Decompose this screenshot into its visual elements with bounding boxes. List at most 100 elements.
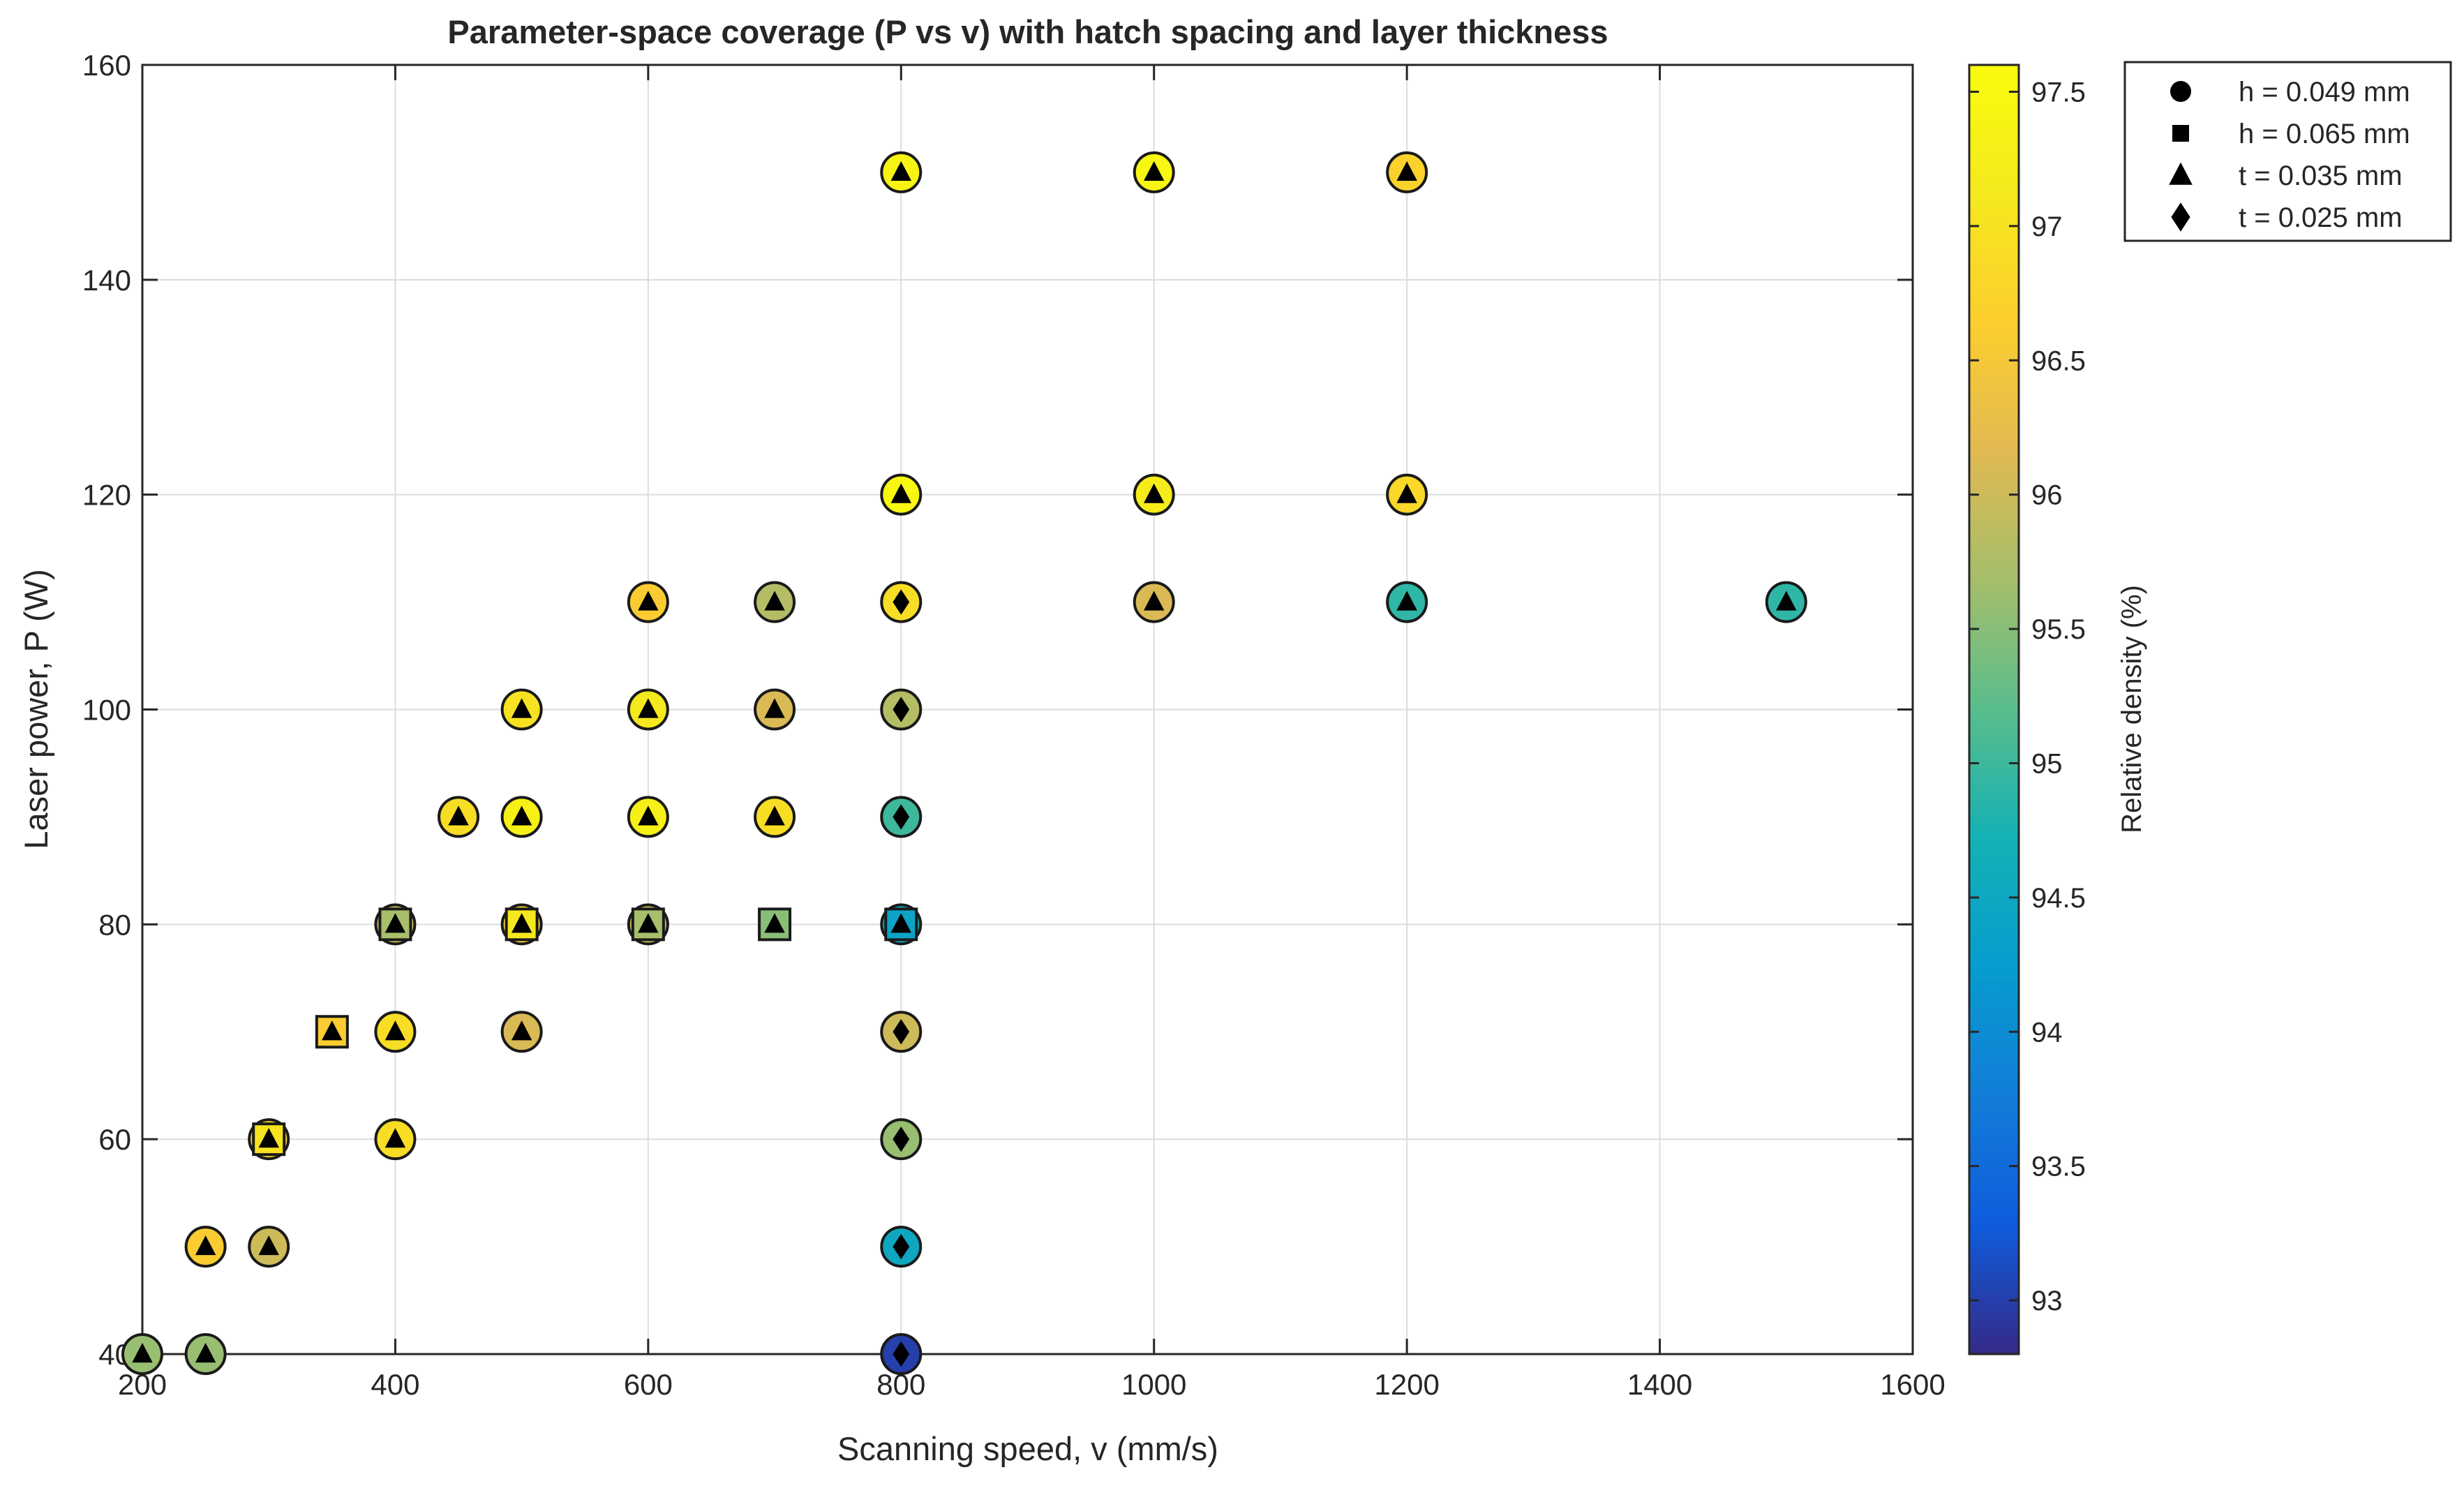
point-triangle-marker xyxy=(890,913,911,933)
point-triangle-marker xyxy=(764,913,785,933)
y-tick-label: 60 xyxy=(98,1123,131,1156)
data-point xyxy=(121,1333,163,1375)
colorbar-tick-label: 93 xyxy=(2031,1286,2063,1316)
legend-label: h = 0.065 mm xyxy=(2239,119,2410,149)
colorbar-tick-label: 93.5 xyxy=(2031,1152,2086,1182)
point-triangle-marker xyxy=(448,805,469,826)
point-triangle-marker xyxy=(195,1342,216,1363)
point-diamond-marker xyxy=(893,804,910,830)
chart-title: Parameter-space coverage (P vs v) with h… xyxy=(447,13,1608,50)
y-tick-label: 80 xyxy=(98,908,131,941)
data-point xyxy=(627,688,669,731)
legend-item: t = 0.035 mm xyxy=(2169,161,2403,191)
point-triangle-marker xyxy=(1396,161,1417,181)
grid-lines xyxy=(142,65,1913,1354)
point-triangle-marker xyxy=(638,698,659,718)
point-triangle-marker xyxy=(511,913,532,933)
point-triangle-marker xyxy=(638,913,659,933)
legend-circle-icon xyxy=(2170,81,2191,102)
point-diamond-marker xyxy=(893,1126,910,1152)
point-triangle-marker xyxy=(1396,590,1417,611)
colorbar-tick-label: 94 xyxy=(2031,1017,2063,1048)
x-tick-label: 1000 xyxy=(1121,1368,1186,1401)
x-tick-label: 1600 xyxy=(1880,1368,1945,1401)
y-tick-label: 160 xyxy=(82,49,131,82)
x-axis-label: Scanning speed, v (mm/s) xyxy=(837,1430,1218,1467)
data-point xyxy=(1386,151,1428,193)
point-diamond-marker xyxy=(893,589,910,615)
legend-square-icon xyxy=(2172,125,2189,142)
legend-item: h = 0.049 mm xyxy=(2170,77,2410,107)
data-point xyxy=(438,796,480,838)
point-triangle-marker xyxy=(258,1235,279,1256)
point-triangle-marker xyxy=(384,1020,406,1041)
colorbar-ticks: 93 93.5 94 94.5 95 95.5 96 96.5 97 97.5 xyxy=(1969,77,2086,1316)
y-axis-label: Laser power, P (W) xyxy=(17,569,54,849)
point-triangle-marker xyxy=(638,805,659,826)
data-point xyxy=(754,581,796,623)
point-triangle-marker xyxy=(890,161,911,181)
data-point xyxy=(374,1011,417,1053)
data-point xyxy=(627,581,669,623)
point-triangle-marker xyxy=(322,1020,343,1041)
point-diamond-marker xyxy=(893,1341,910,1367)
point-triangle-marker xyxy=(384,1128,406,1148)
point-triangle-marker xyxy=(638,590,659,611)
x-tick-label: 1200 xyxy=(1374,1368,1439,1401)
data-point xyxy=(880,1011,923,1053)
legend: h = 0.049 mm h = 0.065 mm t = 0.035 mm t = … xyxy=(2123,61,2452,242)
legend-triangle-icon xyxy=(2169,162,2193,185)
legend-label: t = 0.035 mm xyxy=(2239,161,2403,191)
legend-item: h = 0.065 mm xyxy=(2172,119,2410,149)
data-point xyxy=(184,1226,227,1268)
data-point xyxy=(1386,581,1428,623)
data-point xyxy=(880,1226,923,1268)
point-triangle-marker xyxy=(511,1020,532,1041)
data-markers xyxy=(121,151,1807,1375)
data-point xyxy=(378,907,412,942)
data-point xyxy=(627,796,669,838)
data-point xyxy=(315,1015,349,1049)
y-tick-label: 120 xyxy=(82,479,131,512)
data-point xyxy=(248,1226,290,1268)
colorbar-tick-label: 96 xyxy=(2031,480,2063,511)
data-point xyxy=(880,1333,923,1375)
point-triangle-marker xyxy=(1144,161,1165,181)
point-triangle-marker xyxy=(132,1342,153,1363)
data-point xyxy=(880,796,923,838)
data-point xyxy=(1765,581,1807,623)
point-triangle-marker xyxy=(1144,483,1165,503)
x-tick-label: 600 xyxy=(624,1368,673,1401)
data-point xyxy=(754,688,796,731)
data-point xyxy=(1133,473,1175,516)
colorbar-tick-label: 96.5 xyxy=(2031,346,2086,376)
colorbar-tick-label: 97.5 xyxy=(2031,77,2086,107)
data-point xyxy=(1386,473,1428,516)
data-point xyxy=(184,1333,227,1375)
colorbar-label: Relative density (%) xyxy=(2116,585,2147,833)
legend-diamond-icon xyxy=(2171,202,2190,232)
data-point xyxy=(880,581,923,623)
y-tick-label: 140 xyxy=(82,264,131,297)
data-point xyxy=(754,796,796,838)
point-diamond-marker xyxy=(893,1019,910,1045)
point-triangle-marker xyxy=(1144,590,1165,611)
data-point xyxy=(1133,151,1175,193)
y-tick-label: 100 xyxy=(82,694,131,727)
data-point xyxy=(880,473,923,516)
x-tick-label: 1400 xyxy=(1627,1368,1692,1401)
colorbar-tick-label: 95 xyxy=(2031,748,2063,779)
point-triangle-marker xyxy=(195,1235,216,1256)
colorbar-tick-label: 97 xyxy=(2031,211,2063,242)
colorbar-tick-label: 95.5 xyxy=(2031,614,2086,645)
point-triangle-marker xyxy=(384,913,406,933)
data-point xyxy=(758,907,792,942)
data-point xyxy=(500,688,543,731)
legend-label: t = 0.025 mm xyxy=(2239,202,2403,233)
data-point xyxy=(1133,581,1175,623)
data-point xyxy=(505,907,539,942)
data-point xyxy=(500,1011,543,1053)
